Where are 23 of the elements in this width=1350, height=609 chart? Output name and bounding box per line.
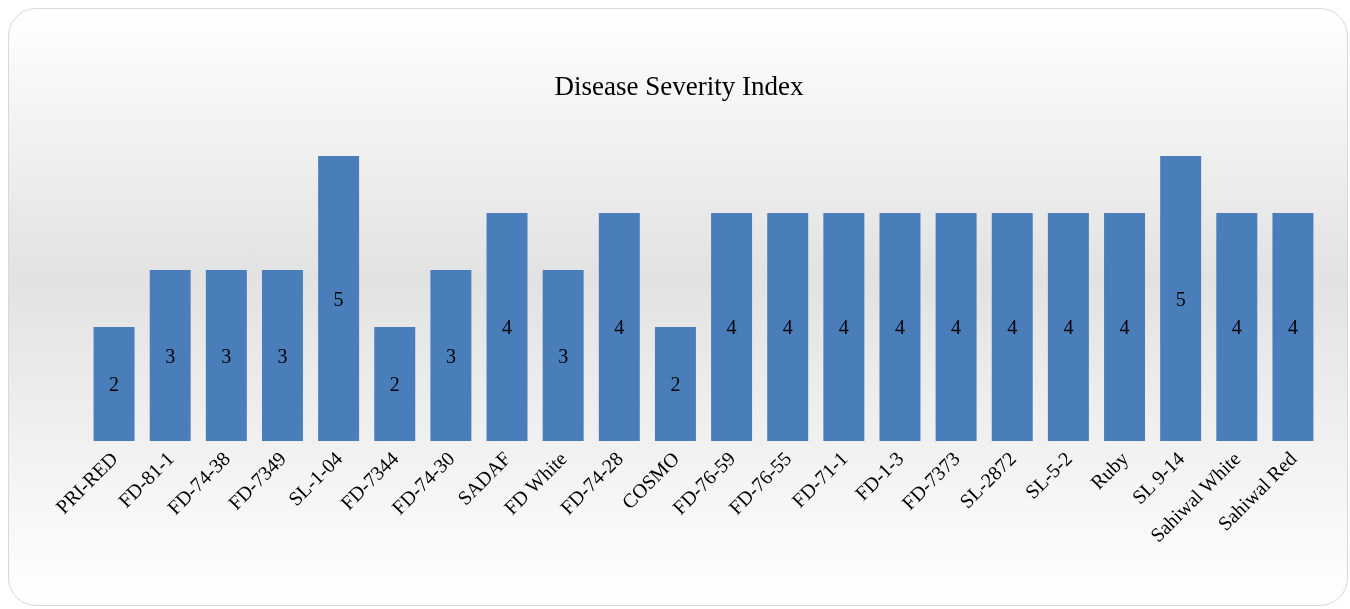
chart-title: Disease Severity Index [554, 70, 804, 101]
data-label: 3 [558, 344, 569, 367]
data-label: 4 [838, 316, 849, 338]
data-label: 4 [614, 316, 625, 338]
data-label: 4 [1007, 316, 1018, 338]
data-label: 4 [782, 316, 793, 338]
data-label: 4 [726, 316, 737, 338]
data-label: 3 [445, 344, 456, 367]
data-label: 4 [1063, 316, 1074, 338]
data-label: 4 [894, 316, 905, 338]
data-label: 5 [333, 287, 344, 310]
data-label: 4 [1231, 316, 1242, 338]
data-label: 4 [1119, 316, 1130, 338]
data-label: 5 [1175, 287, 1186, 310]
data-label: 2 [389, 373, 400, 395]
data-label: 3 [277, 344, 288, 367]
data-label: 4 [502, 316, 513, 338]
data-label: 4 [1287, 316, 1298, 338]
data-label: 2 [109, 373, 120, 395]
data-label: 3 [221, 344, 232, 367]
data-label: 3 [165, 344, 176, 367]
data-label: 4 [951, 316, 962, 338]
data-label: 2 [670, 373, 681, 395]
